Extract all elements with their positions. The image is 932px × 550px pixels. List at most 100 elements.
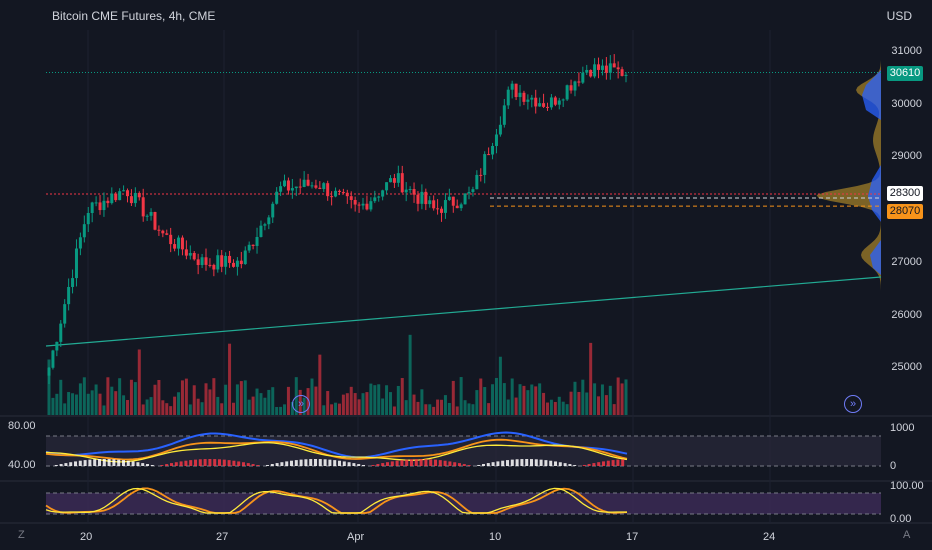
volume-bar bbox=[416, 401, 420, 415]
volume-bar bbox=[475, 390, 479, 415]
volume-bar bbox=[600, 384, 604, 415]
histogram-bar bbox=[222, 459, 226, 466]
candle-body bbox=[624, 74, 628, 76]
histogram-bar bbox=[328, 459, 332, 466]
candle-body bbox=[145, 215, 149, 217]
histogram-bar bbox=[227, 460, 231, 466]
timezone-button[interactable]: Z bbox=[18, 529, 25, 541]
candle-body bbox=[231, 262, 235, 267]
price-tick: 27000 bbox=[891, 256, 922, 268]
candle-body bbox=[337, 190, 341, 192]
stoch-k-line bbox=[45, 487, 628, 514]
volume-bar bbox=[310, 378, 314, 415]
volume-bar bbox=[180, 380, 184, 415]
candle-body bbox=[98, 202, 102, 211]
volume-bar bbox=[114, 391, 118, 415]
scroll-to-realtime-icon[interactable]: » bbox=[844, 395, 862, 413]
volume-bar bbox=[491, 384, 495, 415]
volume-bar bbox=[514, 397, 518, 415]
candle-body bbox=[530, 97, 534, 100]
volume-bar bbox=[239, 381, 243, 415]
histogram-bar bbox=[438, 460, 442, 466]
volume-bar bbox=[585, 392, 589, 415]
histogram-bar bbox=[314, 459, 317, 466]
candle-body bbox=[361, 203, 365, 206]
candle-body bbox=[318, 187, 322, 190]
volume-bar bbox=[275, 406, 279, 415]
histogram-bar bbox=[419, 459, 423, 466]
histogram-bar bbox=[107, 459, 111, 466]
symbol-title[interactable]: Bitcoin CME Futures, 4h, CME bbox=[52, 9, 216, 23]
volume-bar bbox=[71, 393, 75, 415]
histogram-bar bbox=[78, 460, 82, 466]
candle-body bbox=[102, 200, 106, 211]
volume-bar bbox=[192, 385, 196, 415]
volume-bar bbox=[440, 399, 444, 415]
volume-bar bbox=[204, 383, 208, 415]
candle-body bbox=[126, 190, 130, 197]
upper-indicator-orange-line bbox=[45, 438, 628, 461]
time-tick: 27 bbox=[216, 531, 229, 543]
volume-bar bbox=[345, 393, 349, 415]
volume-bar bbox=[247, 399, 251, 415]
histogram-bar bbox=[179, 461, 183, 466]
histogram-bar bbox=[318, 459, 322, 466]
candle-body bbox=[420, 191, 424, 204]
volume-bar bbox=[110, 386, 114, 415]
histogram-bar bbox=[64, 463, 68, 466]
histogram-bar bbox=[69, 462, 73, 466]
candle-body bbox=[165, 233, 169, 235]
volume-bar bbox=[502, 383, 506, 415]
volume-bar bbox=[216, 396, 220, 415]
candle-body bbox=[600, 65, 604, 70]
histogram-bar bbox=[251, 464, 255, 466]
candle-body bbox=[133, 192, 137, 204]
candle-body bbox=[67, 286, 71, 305]
auto-scale-button[interactable]: A bbox=[903, 529, 911, 541]
volume-bar bbox=[428, 404, 432, 415]
volume-bar bbox=[455, 406, 459, 415]
time-tick: 17 bbox=[626, 531, 639, 543]
histogram-bar bbox=[74, 461, 77, 466]
candle-body bbox=[129, 196, 133, 204]
histogram-bar bbox=[237, 461, 241, 466]
candle-body bbox=[514, 83, 518, 98]
histogram-bar bbox=[112, 459, 116, 466]
volume-bar bbox=[357, 399, 361, 415]
lower-indicator-right-bottom: 0.00 bbox=[890, 513, 912, 525]
volume-bar bbox=[471, 404, 475, 415]
histogram-bar bbox=[429, 459, 433, 466]
candle-body bbox=[212, 264, 216, 270]
volume-bar bbox=[200, 402, 204, 415]
volume-bar bbox=[271, 387, 275, 415]
volume-bar bbox=[589, 342, 593, 415]
histogram-bar bbox=[189, 460, 193, 466]
candle-body bbox=[510, 83, 514, 90]
candle-body bbox=[526, 99, 530, 102]
volume-bar bbox=[283, 404, 287, 415]
histogram-bar bbox=[582, 464, 586, 466]
candle-body bbox=[459, 204, 463, 209]
histogram-bar bbox=[266, 464, 269, 466]
scroll-forward-icon[interactable]: » bbox=[292, 395, 310, 413]
currency-label[interactable]: USD bbox=[886, 9, 912, 23]
candle-body bbox=[396, 173, 400, 183]
volume-bar bbox=[557, 396, 561, 415]
volume-bar bbox=[381, 398, 385, 415]
trend-line bbox=[45, 276, 882, 347]
histogram-bar bbox=[544, 460, 548, 466]
histogram-bar bbox=[395, 460, 399, 466]
volume-bar bbox=[608, 385, 612, 415]
volume-bar bbox=[184, 378, 188, 415]
volume-bar bbox=[361, 393, 365, 415]
histogram-bar bbox=[131, 461, 135, 466]
volume-bar bbox=[173, 396, 177, 415]
candle-body bbox=[275, 191, 279, 204]
candle-body bbox=[593, 64, 597, 77]
histogram-bar bbox=[232, 460, 236, 466]
price-tick: 31000 bbox=[891, 45, 922, 57]
volume-profile-value-area bbox=[862, 70, 881, 275]
volume-bar bbox=[59, 379, 63, 415]
stoch-d-line bbox=[45, 487, 628, 514]
